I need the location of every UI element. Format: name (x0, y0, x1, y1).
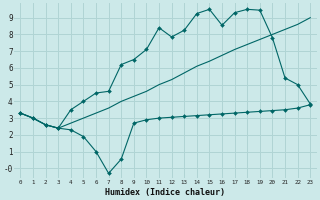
X-axis label: Humidex (Indice chaleur): Humidex (Indice chaleur) (105, 188, 225, 197)
